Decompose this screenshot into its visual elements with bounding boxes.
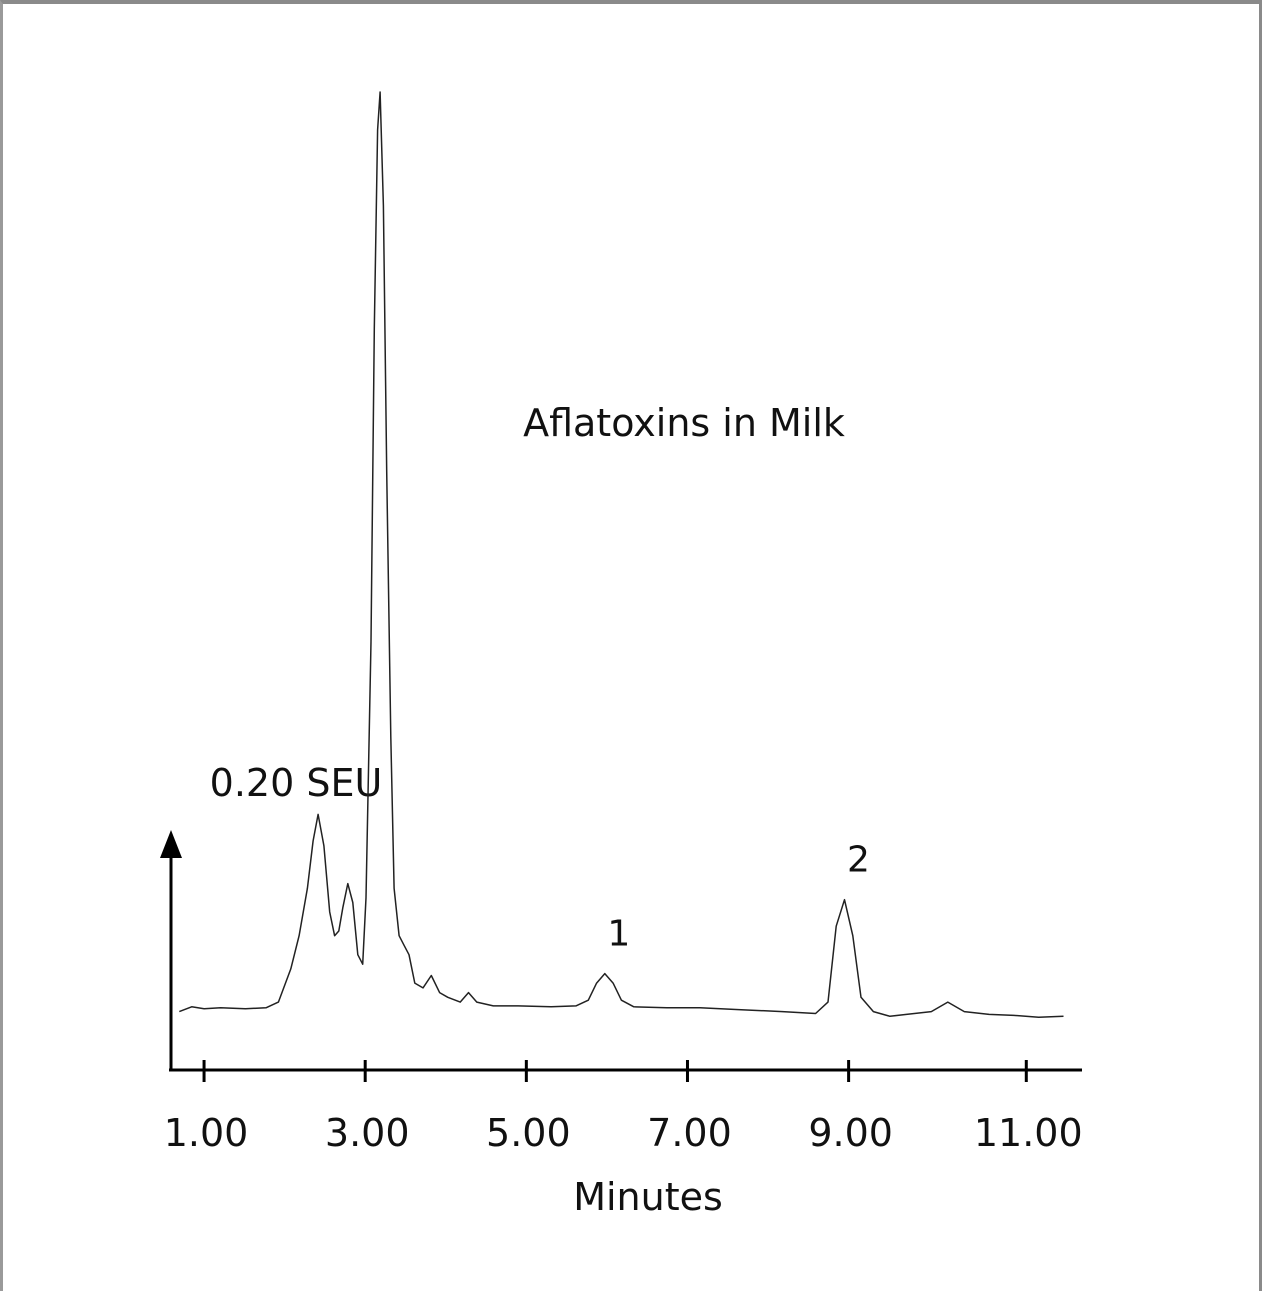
chromatogram-trace — [179, 91, 1064, 1018]
x-axis-label: Minutes — [573, 1175, 723, 1219]
peak-label: 1 — [607, 914, 630, 955]
peak-labels: 12 — [607, 840, 870, 955]
chart-title: Aflatoxins in Milk — [523, 401, 845, 445]
x-tick-label: 1.00 — [164, 1111, 249, 1155]
x-tick-label: 3.00 — [325, 1111, 410, 1155]
peak-label: 2 — [847, 840, 870, 881]
y-axis-arrow-icon — [160, 830, 182, 858]
x-tick-label: 7.00 — [647, 1111, 732, 1155]
x-tick-label: 9.00 — [808, 1111, 893, 1155]
x-tick-label: 11.00 — [974, 1111, 1083, 1155]
x-ticks — [202, 1060, 1028, 1082]
scale-label: 0.20 SEU — [210, 761, 383, 805]
x-tick-labels: 1.00 3.00 5.00 7.00 9.00 11.00 — [164, 1111, 1083, 1155]
x-tick-label: 5.00 — [486, 1111, 571, 1155]
